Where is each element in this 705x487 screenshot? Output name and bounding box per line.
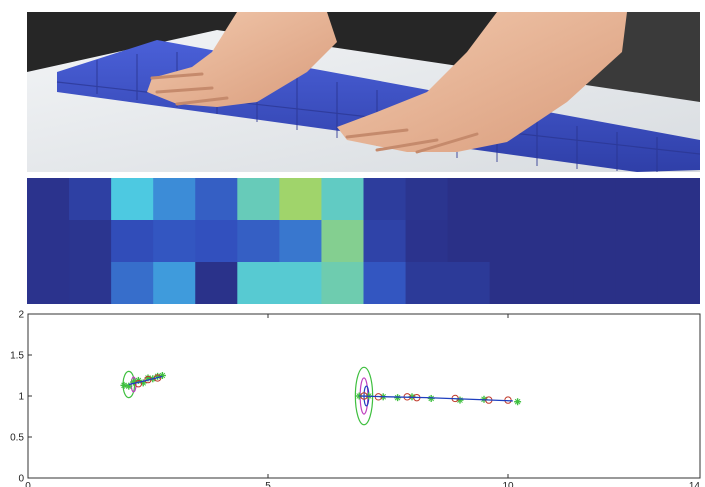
heatmap-cell [111, 220, 154, 263]
heatmap-cell [27, 262, 70, 304]
heatmap-cell [153, 178, 196, 221]
x-tick-label: 0 [25, 481, 31, 487]
photo-illustration [27, 12, 700, 172]
star-point [125, 382, 133, 390]
star-point [514, 398, 522, 406]
heatmap-cell [195, 178, 238, 221]
x-tick-label: 14 [689, 481, 701, 487]
heatmap-cell [573, 220, 617, 263]
heatmap-cell [69, 178, 112, 221]
trajectory-line [128, 375, 163, 386]
heatmap-cell [195, 262, 238, 304]
heatmap-cell [615, 262, 659, 304]
heatmap-cell [69, 220, 112, 263]
plot-canvas: 0 0.5 1 1.5 2 0 5 10 14 [10, 310, 701, 487]
heatmap-cell [279, 262, 322, 304]
y-tick-label: 0.5 [10, 433, 24, 444]
heatmap-cell [153, 220, 196, 263]
heatmap-cell [321, 220, 364, 263]
heatmap-cell [489, 262, 533, 304]
heatmap-cell [405, 262, 449, 304]
heatmap-cell [615, 220, 659, 263]
heatmap-cell [237, 220, 280, 263]
heatmap-cell [531, 178, 575, 221]
heatmap-cell [405, 220, 449, 263]
right-hand [337, 12, 627, 154]
heatmap-cell [153, 262, 196, 304]
heatmap-cell [531, 220, 575, 263]
heatmap-cell [531, 262, 575, 304]
y-axis-ticks: 0 0.5 1 1.5 2 [10, 310, 32, 485]
heatmap-cell [489, 178, 533, 221]
heatmap-cell [657, 178, 700, 221]
heatmap-cell [573, 262, 617, 304]
heatmap-cell [447, 220, 491, 263]
heatmap-cell [27, 220, 70, 263]
data-series [120, 372, 522, 406]
left-hand [147, 12, 337, 107]
heatmap-cell [111, 262, 154, 304]
heatmap-cell [321, 178, 364, 221]
x-axis-ticks: 0 5 10 14 [25, 314, 701, 487]
heatmap-cell [363, 220, 407, 263]
heatmap-cell [363, 178, 407, 221]
heatmap-cell [69, 262, 112, 304]
heatmap-cell [279, 220, 322, 263]
heatmap-cell [489, 220, 533, 263]
y-tick-label: 0 [18, 474, 24, 485]
heatmap-cell [27, 178, 70, 221]
heatmap-cell [237, 178, 280, 221]
heatmap-cell [573, 178, 617, 221]
trajectory-plot: 0 0.5 1 1.5 2 0 5 10 14 [0, 306, 705, 487]
heatmap-cell [447, 262, 491, 304]
x-tick-label: 5 [265, 481, 271, 487]
heatmap-cell [615, 178, 659, 221]
heatmap-cell [111, 178, 154, 221]
x-tick-label: 10 [502, 481, 514, 487]
y-tick-label: 1 [18, 392, 24, 403]
heatmap-grid [27, 178, 700, 304]
heatmap-cell [405, 178, 449, 221]
heatmap-cell [657, 262, 700, 304]
heatmap-cell [447, 178, 491, 221]
heatmap-cell [363, 262, 407, 304]
tactile-sensor-photo [27, 12, 700, 172]
heatmap-cell [279, 178, 322, 221]
heatmap-cell [195, 220, 238, 263]
trajectory-line [359, 395, 513, 402]
heatmap-cell [237, 262, 280, 304]
pressure-heatmap [27, 178, 700, 304]
heatmap-cell [321, 262, 364, 304]
y-tick-label: 1.5 [10, 351, 24, 362]
y-tick-label: 2 [18, 310, 24, 321]
heatmap-cell [657, 220, 700, 263]
star-point [120, 381, 128, 389]
